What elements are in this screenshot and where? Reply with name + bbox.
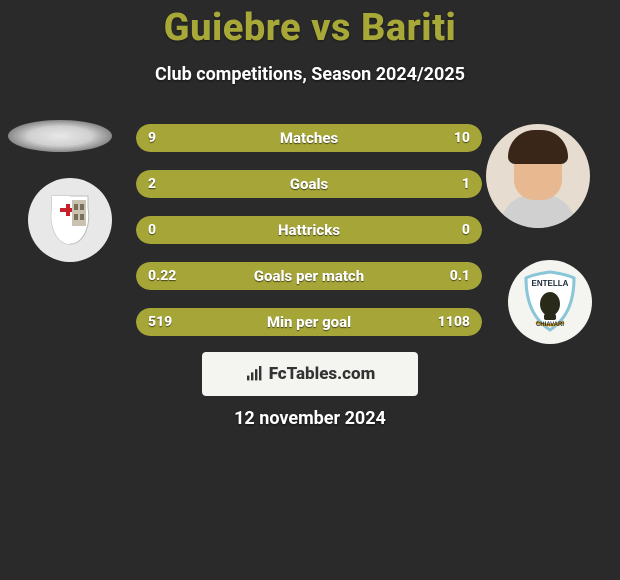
- stat-bar: 0.220.1Goals per match: [136, 262, 482, 290]
- club-right-badge: ENTELLA CHIAVARI: [508, 260, 592, 344]
- stat-bar: 910Matches: [136, 124, 482, 152]
- brand-prefix: Fc: [269, 364, 287, 384]
- brand-suffix: Tables.com: [287, 364, 376, 384]
- svg-text:CHIAVARI: CHIAVARI: [536, 322, 564, 328]
- stat-bar: 5191108Min per goal: [136, 308, 482, 336]
- infographic-date: 12 november 2024: [0, 408, 620, 429]
- player-left-avatar: [8, 120, 112, 152]
- brand-footer: FcTables.com: [202, 352, 418, 396]
- stat-label: Goals: [136, 170, 482, 198]
- brand-label: FcTables.com: [245, 364, 376, 384]
- svg-text:ENTELLA: ENTELLA: [532, 279, 569, 288]
- page-title: Guiebre vs Bariti: [0, 0, 620, 50]
- stat-label: Goals per match: [136, 262, 482, 290]
- page-subtitle: Club competitions, Season 2024/2025: [0, 64, 620, 85]
- stat-bar: 21Goals: [136, 170, 482, 198]
- comparison-bars: 910Matches 21Goals 00Hattricks 0.220.1Goals…: [136, 124, 482, 354]
- stat-label: Min per goal: [136, 308, 482, 336]
- stat-label: Matches: [136, 124, 482, 152]
- player-right-avatar: [486, 124, 590, 228]
- club-left-badge: [28, 178, 112, 262]
- bars-icon: [245, 366, 265, 382]
- stat-label: Hattricks: [136, 216, 482, 244]
- stat-bar: 00Hattricks: [136, 216, 482, 244]
